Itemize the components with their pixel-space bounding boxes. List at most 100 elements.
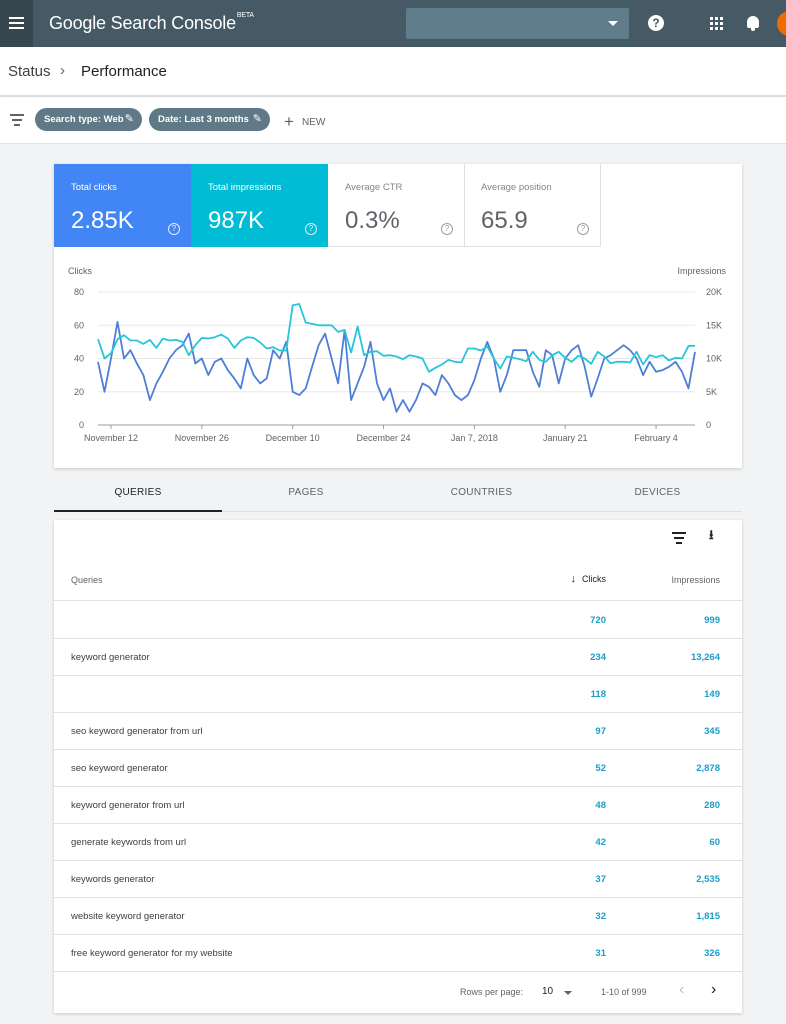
new-filter-label: NEW — [301, 117, 326, 128]
left-axis-title: Clicks — [68, 266, 92, 276]
row-clicks: 97 — [595, 726, 606, 737]
x-tick-label: December 24 — [357, 433, 411, 443]
table-row[interactable]: website keyword generator 32 1,815 — [54, 898, 742, 935]
chevron-right-icon[interactable]: › — [711, 981, 717, 998]
performance-chart-card: Total clicks 2.85K ? Total impressions 9… — [54, 164, 742, 468]
clicks-series-line — [97, 321, 696, 413]
help-icon[interactable]: ? — [441, 223, 453, 235]
dropdown-caret-icon — [608, 21, 618, 26]
row-clicks: 234 — [590, 652, 606, 663]
tab-countries[interactable]: COUNTRIES — [450, 487, 513, 498]
impressions-series-line — [97, 303, 695, 373]
table-row[interactable]: keyword generator from url 48 280 — [54, 787, 742, 824]
column-header-impressions[interactable]: Impressions — [671, 575, 720, 585]
table-row[interactable]: seo keyword generator from url 97 345 — [54, 713, 742, 750]
menu-icon-bar — [9, 22, 24, 24]
search-type-filter-chip[interactable]: Search type: Web ✎ — [35, 108, 142, 131]
column-header-clicks[interactable]: ↓ Clicks — [571, 573, 607, 585]
dimension-tabs: QUERIES PAGES COUNTRIES DEVICES — [54, 476, 742, 512]
chip-label: Date: Last 3 months — [158, 114, 249, 125]
row-impressions: 149 — [704, 689, 720, 700]
apps-grid-icon[interactable] — [710, 17, 723, 30]
metric-total-clicks[interactable]: Total clicks 2.85K ? — [54, 164, 191, 247]
y-right-tick-label: 20K — [706, 287, 722, 297]
table-filter-icon[interactable] — [672, 532, 686, 544]
table-row[interactable]: keywords generator 37 2,535 — [54, 861, 742, 898]
row-impressions: 280 — [704, 800, 720, 811]
row-impressions: 1,815 — [696, 911, 720, 922]
column-header-clicks-label: Clicks — [582, 574, 606, 584]
row-query: website keyword generator — [71, 911, 185, 922]
metric-total-impressions[interactable]: Total impressions 987K ? — [191, 164, 328, 247]
metric-average-ctr[interactable]: Average CTR 0.3% ? — [328, 164, 465, 247]
page-range: 1-10 of 999 — [601, 987, 647, 997]
notifications-bell-icon[interactable] — [745, 15, 761, 32]
y-left-tick-label: 60 — [74, 320, 84, 330]
row-clicks: 52 — [595, 763, 606, 774]
row-clicks: 118 — [590, 689, 606, 700]
table-row[interactable]: 118 149 — [54, 676, 742, 713]
metric-label: Average position — [481, 182, 552, 193]
help-icon[interactable]: ? — [648, 15, 664, 31]
chevron-left-icon[interactable]: ‹ — [679, 981, 685, 998]
x-tick-label: February 4 — [634, 433, 678, 443]
active-tab-indicator — [54, 510, 222, 512]
table-header: Queries ↓ Clicks Impressions — [54, 561, 742, 601]
metric-label: Total clicks — [71, 182, 117, 193]
tab-pages[interactable]: PAGES — [288, 487, 324, 498]
tabs-divider — [54, 511, 742, 512]
menu-icon — [9, 17, 24, 19]
table-row[interactable]: keyword generator 234 13,264 — [54, 639, 742, 676]
row-clicks: 31 — [595, 948, 606, 959]
page-title: Performance — [81, 63, 167, 80]
chevron-right-icon: › — [60, 62, 65, 79]
column-header-queries[interactable]: Queries — [71, 575, 103, 585]
property-selector[interactable] — [406, 8, 629, 39]
table-row[interactable]: generate keywords from url 42 60 — [54, 824, 742, 861]
rows-per-page-select[interactable]: 10 — [542, 986, 554, 997]
row-clicks: 37 — [595, 874, 606, 885]
avatar[interactable] — [777, 11, 786, 36]
table-row[interactable]: seo keyword generator 52 2,878 — [54, 750, 742, 787]
table-row[interactable]: free keyword generator for my website 31 3… — [54, 935, 742, 972]
date-filter-chip[interactable]: Date: Last 3 months ✎ — [149, 108, 270, 131]
y-left-tick-label: 20 — [74, 387, 84, 397]
filter-bar: Search type: Web ✎ Date: Last 3 months ✎… — [0, 97, 786, 144]
tab-queries[interactable]: QUERIES — [114, 487, 162, 498]
download-icon[interactable]: ⭳ — [709, 527, 714, 542]
table-row[interactable]: 720 999 — [54, 602, 742, 639]
app-title-text: Google Search Console — [49, 13, 236, 33]
breadcrumb-status-link[interactable]: Status — [8, 63, 51, 80]
help-icon[interactable]: ? — [305, 223, 317, 235]
row-clicks: 48 — [595, 800, 606, 811]
rows-per-page-label: Rows per page: — [460, 987, 524, 997]
row-query: free keyword generator for my website — [71, 948, 233, 959]
plus-icon: + — [284, 112, 294, 131]
row-query: keyword generator — [71, 652, 150, 663]
row-impressions: 345 — [704, 726, 720, 737]
x-tick-label: November 26 — [175, 433, 229, 443]
metric-value: 0.3% — [345, 207, 400, 234]
x-tick-label: Jan 7, 2018 — [451, 433, 498, 443]
pencil-icon: ✎ — [124, 113, 134, 125]
right-axis-title: Impressions — [677, 266, 726, 276]
row-impressions: 2,535 — [696, 874, 720, 885]
metric-average-position[interactable]: Average position 65.9 ? — [464, 164, 601, 247]
y-left-tick-label: 40 — [74, 354, 84, 364]
y-right-tick-label: 5K — [706, 387, 717, 397]
app-title[interactable]: Google Search ConsoleBETA — [49, 12, 254, 34]
breadcrumb: Status › Performance — [0, 47, 786, 96]
row-query: keywords generator — [71, 874, 155, 885]
row-impressions: 2,878 — [696, 763, 720, 774]
help-icon[interactable]: ? — [577, 223, 589, 235]
help-icon[interactable]: ? — [168, 223, 180, 235]
menu-button[interactable] — [0, 0, 33, 47]
metric-value: 2.85K — [71, 207, 134, 234]
x-tick-label: December 10 — [266, 433, 320, 443]
metric-label: Average CTR — [345, 182, 403, 193]
new-filter-button[interactable]: + NEW — [284, 108, 325, 131]
tab-devices[interactable]: DEVICES — [634, 487, 681, 498]
dropdown-caret-icon[interactable] — [564, 991, 572, 995]
filter-icon[interactable] — [10, 114, 24, 126]
